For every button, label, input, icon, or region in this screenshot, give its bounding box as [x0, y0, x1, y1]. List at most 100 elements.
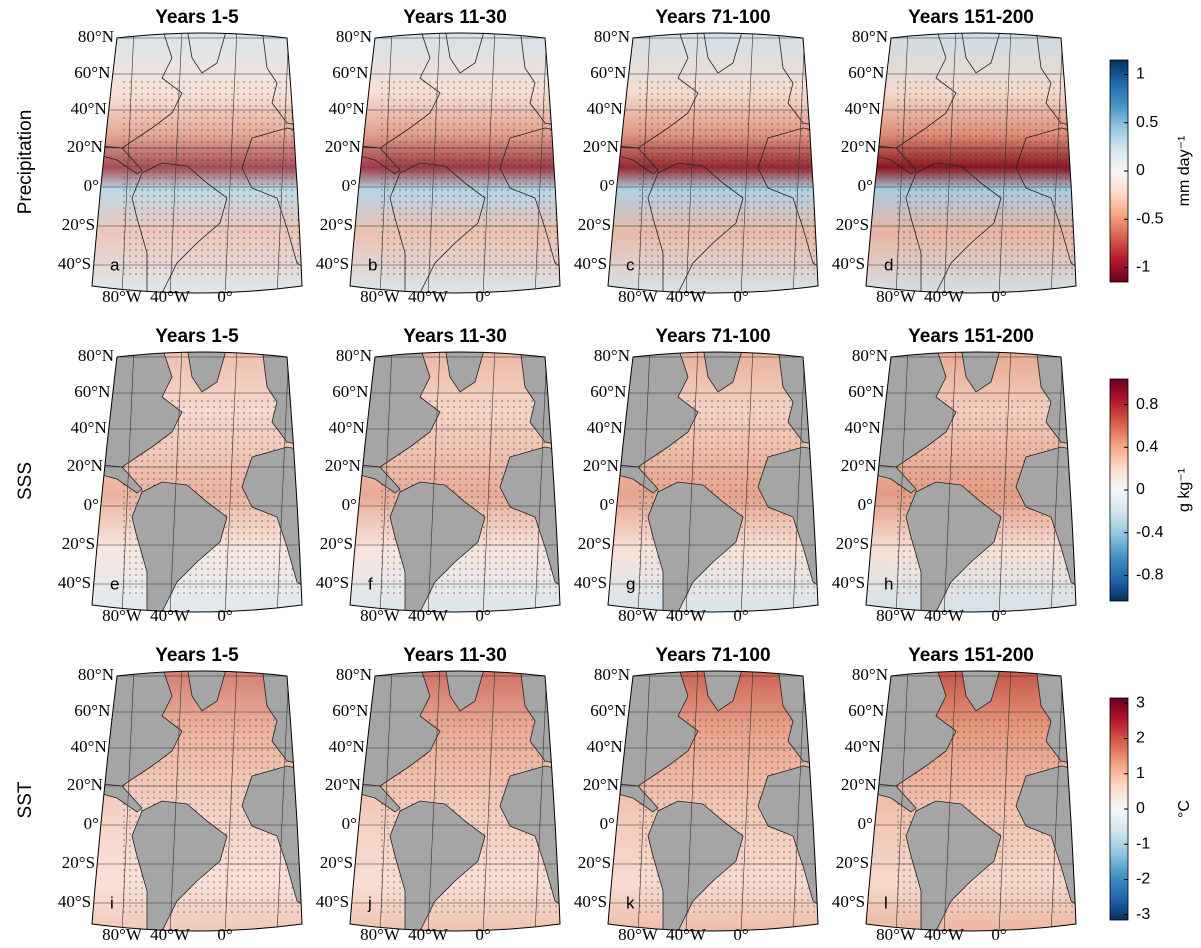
land: [519, 33, 560, 129]
stipple: [896, 78, 1076, 278]
lat-label: 80°N: [336, 346, 372, 365]
panel-title: Years 71-100: [655, 326, 770, 347]
cb-tick-label: -1: [1136, 835, 1150, 852]
map-border: [349, 32, 561, 294]
graticule: [427, 33, 441, 293]
lat-label: 0°: [84, 176, 99, 195]
graticule: [740, 33, 754, 293]
graticule: [169, 33, 183, 293]
graticule: [792, 33, 806, 293]
panel-letter: k: [626, 893, 635, 912]
map-field: [866, 671, 1076, 931]
lon-label: 40°W: [408, 925, 449, 944]
graticule: [637, 671, 651, 931]
map-border: [91, 351, 303, 613]
graticule: [895, 671, 909, 931]
lat-label: 40°S: [316, 892, 349, 911]
panel-letter: g: [626, 574, 635, 593]
map-panel: Years 11-30 j 80°N 60°N 40°N 20°N 0° 20°S 40°S 80…: [316, 645, 561, 944]
graticule: [276, 352, 290, 612]
graticule: [943, 671, 957, 931]
land: [186, 671, 228, 712]
lat-label: 0°: [600, 176, 615, 195]
graticule: [379, 671, 393, 931]
map-field: [866, 352, 1076, 612]
lat-label: 20°N: [841, 137, 877, 156]
graticule: [998, 33, 1012, 293]
lon-label: 0°: [475, 606, 490, 625]
cb-tick-label: 0.4: [1136, 439, 1158, 456]
lon-label: 80°W: [102, 925, 143, 944]
map-border: [607, 351, 819, 613]
graticule: [943, 352, 957, 612]
graticule: [224, 33, 238, 293]
lon-label: 0°: [475, 287, 490, 306]
graticule: [792, 671, 806, 931]
graticule: [276, 671, 290, 931]
lat-label: 60°N: [332, 382, 368, 401]
map-field: [350, 671, 560, 931]
graticule: [1050, 352, 1064, 612]
cb-tick-label: -0.4: [1136, 524, 1164, 541]
lon-label: 40°W: [924, 287, 965, 306]
graticule: [427, 352, 441, 612]
land: [960, 352, 1002, 393]
lat-label: 60°N: [848, 382, 884, 401]
lat-label: 20°S: [320, 853, 353, 872]
land: [777, 33, 818, 129]
land: [186, 352, 228, 393]
lat-label: 80°N: [594, 665, 630, 684]
lat-label: 40°S: [316, 254, 349, 273]
cb-label: °C: [1176, 800, 1193, 818]
row-label: Precipitation: [15, 110, 36, 215]
cb-tick-label: 0: [1136, 800, 1145, 817]
panel-letter: i: [110, 893, 114, 912]
map-panel: Years 151-200 d 80°N 60°N 40°N 20°N 0° 20°S 40°S…: [832, 7, 1077, 306]
land: [444, 33, 486, 74]
map-border: [349, 670, 561, 932]
panel-title: Years 151-200: [908, 7, 1034, 28]
lat-label: 20°S: [836, 534, 869, 553]
lat-label: 0°: [84, 814, 99, 833]
graticule: [224, 352, 238, 612]
map-panel: Years 1-5 e 80°N 60°N 40°N 20°N 0° 20°S 40°S 80°W…: [58, 326, 303, 625]
panel-title: Years 11-30: [403, 7, 507, 28]
lat-label: 20°N: [325, 775, 361, 794]
land: [389, 481, 486, 612]
panel-letter: d: [884, 255, 893, 274]
lat-label: 20°N: [583, 137, 619, 156]
lat-label: 60°N: [590, 701, 626, 720]
graticule: [276, 33, 290, 293]
lat-label: 0°: [858, 176, 873, 195]
lat-label: 40°N: [71, 418, 107, 437]
map-border: [865, 670, 1077, 932]
graticule: [637, 33, 651, 293]
map-field: [608, 352, 818, 612]
lat-label: 60°N: [848, 63, 884, 82]
lon-label: 80°W: [876, 925, 917, 944]
lat-label: 40°N: [71, 99, 107, 118]
panel-title: Years 151-200: [908, 326, 1034, 347]
cb-tick-label: 1: [1136, 66, 1145, 83]
panel-letter: j: [367, 893, 372, 912]
lat-label: 60°N: [590, 382, 626, 401]
map-field: [92, 352, 302, 612]
lat-label: 20°S: [62, 534, 95, 553]
panel-title: Years 151-200: [908, 645, 1034, 666]
lat-label: 20°N: [67, 137, 103, 156]
lat-label: 20°N: [583, 456, 619, 475]
row-label: SSS: [15, 462, 36, 500]
lat-label: 40°N: [329, 418, 365, 437]
land: [389, 162, 486, 293]
land: [960, 33, 1002, 74]
lat-label: 60°N: [74, 63, 110, 82]
map-panel: Years 1-5 a 80°N 60°N 40°N 20°N 0° 20°S 40°S 80°W…: [58, 7, 303, 306]
lat-label: 0°: [342, 176, 357, 195]
lon-label: 40°W: [666, 287, 707, 306]
lat-label: 80°N: [852, 346, 888, 365]
land: [444, 352, 486, 393]
cb-tick-label: 0: [1136, 162, 1145, 179]
lon-label: 40°W: [408, 606, 449, 625]
map-border: [865, 351, 1077, 613]
